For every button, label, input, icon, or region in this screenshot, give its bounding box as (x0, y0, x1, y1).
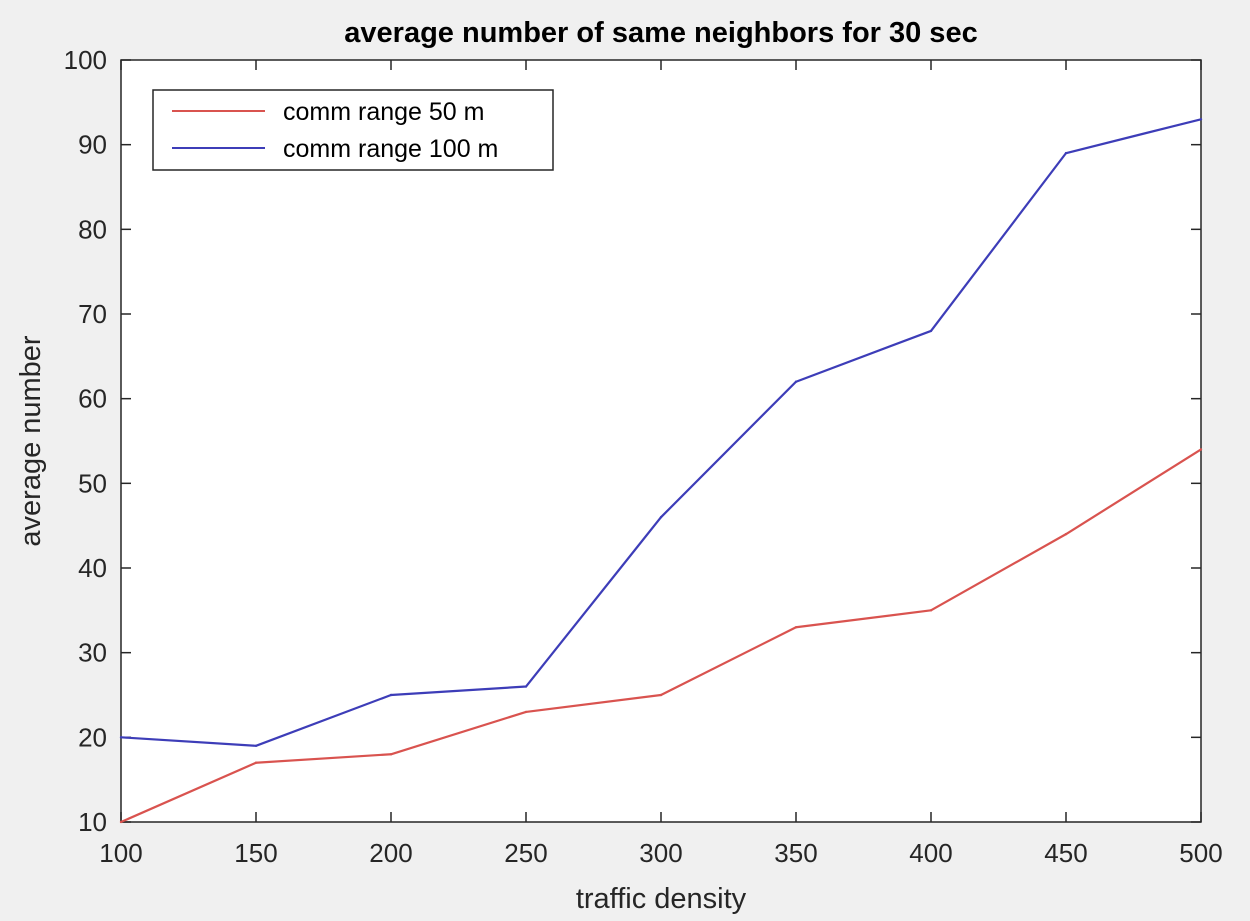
series-1-point (389, 753, 393, 756)
x-tick-label: 350 (774, 838, 817, 868)
x-tick-label: 450 (1044, 838, 1087, 868)
y-tick-label: 20 (78, 722, 107, 752)
series-1-point (929, 609, 933, 612)
y-tick-label: 10 (78, 807, 107, 837)
x-tick-label: 500 (1179, 838, 1222, 868)
y-axis-tick-labels: 10 20 30 40 50 60 70 80 90 100 (64, 45, 107, 837)
y-tick-label: 90 (78, 130, 107, 160)
x-axis-tick-labels: 100 150 200 250 300 350 400 450 500 (99, 838, 1222, 868)
legend-label-series-2: comm range 100 m (283, 135, 498, 163)
y-tick-label: 40 (78, 553, 107, 583)
series-2-point (1064, 151, 1068, 155)
series-2-point (929, 329, 933, 333)
series-1-point (659, 693, 663, 697)
series-1-point (119, 820, 123, 824)
y-tick-label: 70 (78, 299, 107, 329)
y-tick-label: 80 (78, 214, 107, 244)
x-tick-label: 300 (639, 838, 682, 868)
series-1-point (1064, 532, 1068, 536)
x-axis-label: traffic density (576, 883, 747, 915)
y-tick-label: 30 (78, 638, 107, 668)
legend: comm range 50 m comm range 100 m (152, 89, 554, 171)
series-2-point (389, 693, 393, 697)
y-tick-label: 50 (78, 468, 107, 498)
series-2-point (794, 380, 798, 383)
series-lines (119, 118, 1203, 824)
y-axis-label: average number (15, 335, 47, 547)
series-1-point (1199, 448, 1203, 451)
series-2-point (254, 744, 258, 747)
series-2-point (524, 685, 528, 688)
series-1-point (794, 626, 798, 629)
legend-box (152, 89, 554, 171)
x-tick-label: 200 (369, 838, 412, 868)
plot-area (120, 59, 1202, 823)
x-tick-label: 400 (909, 838, 952, 868)
series-2-point (659, 516, 663, 519)
series-2-point (119, 736, 123, 739)
series-2-point (1199, 118, 1203, 121)
chart-title: average number of same neighbors for 30 … (344, 17, 977, 49)
x-tick-label: 150 (234, 838, 277, 868)
y-tick-label: 60 (78, 384, 107, 414)
legend-label-series-1: comm range 50 m (283, 98, 484, 126)
series-1-point (524, 710, 528, 714)
x-tick-label: 250 (504, 838, 547, 868)
axis-ticks (120, 59, 1202, 823)
y-tick-label: 100 (64, 45, 107, 75)
x-tick-label: 100 (99, 838, 142, 868)
series-1-point (254, 761, 258, 764)
